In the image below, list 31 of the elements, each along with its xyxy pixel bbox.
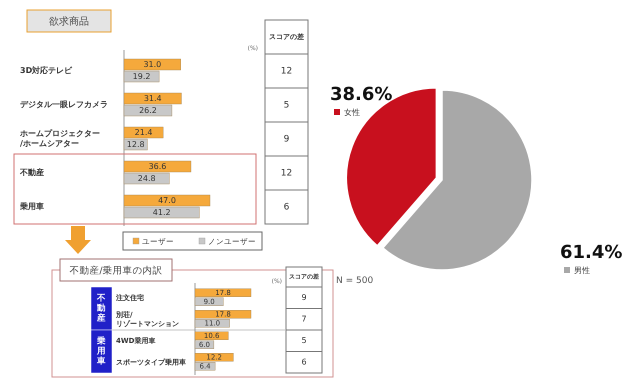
- text: 12: [280, 66, 292, 76]
- text: 9: [301, 292, 307, 302]
- data-label: 12.8: [126, 140, 145, 150]
- text: 6: [284, 202, 290, 212]
- data-label: 41.2: [152, 208, 171, 218]
- text: 7: [301, 314, 307, 324]
- y-tick-label: 乗用車: [19, 202, 44, 212]
- data-label: 26.2: [139, 106, 157, 116]
- text: N = 500: [336, 276, 374, 286]
- text: 12: [280, 168, 292, 178]
- y-tick-label: ホームプロジェクター /ホームシアター: [19, 129, 100, 148]
- text: 不動産/乗用車の内訳: [69, 264, 163, 277]
- data-label: 21.4: [134, 128, 152, 138]
- data-label: 47.0: [158, 196, 176, 206]
- text: 6: [301, 357, 307, 366]
- data-label: 19.2: [132, 72, 150, 82]
- data-label: 61.4%: [560, 242, 622, 263]
- y-tick-label: 不動産: [19, 167, 44, 178]
- data-label: 38.6%: [330, 84, 392, 105]
- text: 5: [284, 100, 290, 110]
- y-tick-label: デジタル一眼レフカメラ: [20, 100, 108, 110]
- legend-label: 男性: [574, 266, 590, 275]
- data-label: 24.8: [138, 174, 156, 184]
- chart-title: 欲求商品: [49, 16, 89, 28]
- y-tick-label: 3D対応テレビ: [20, 65, 74, 76]
- data-label: 36.6: [148, 162, 166, 172]
- data-label: 31.4: [144, 94, 162, 104]
- text: 9: [284, 134, 290, 144]
- legend-label: 女性: [344, 108, 360, 117]
- data-label: 31.0: [143, 60, 162, 70]
- text: 5: [301, 336, 307, 345]
